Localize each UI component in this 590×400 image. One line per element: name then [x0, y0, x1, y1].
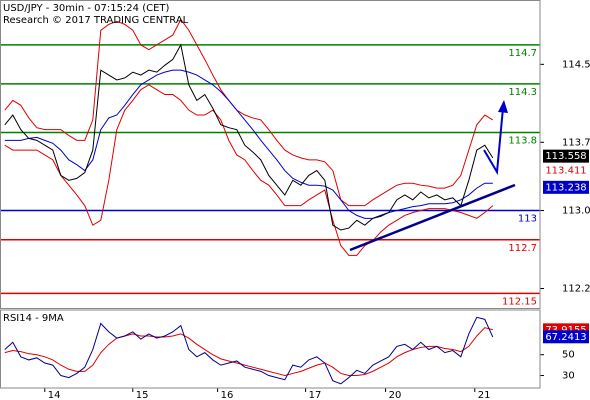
price-tag-box	[543, 149, 589, 163]
level-label: 112.15	[502, 296, 537, 307]
x-tick-label: 15	[136, 390, 149, 400]
y-tick-label: 113.0	[562, 206, 590, 217]
series-line	[4, 84, 494, 256]
trend-line	[349, 183, 516, 252]
series-line	[4, 18, 494, 207]
x-tick-label: 17	[309, 390, 322, 400]
arrow-head	[498, 100, 508, 113]
y-tick-label: 113.7	[562, 137, 590, 148]
y-tick-label: 114.5	[562, 59, 590, 70]
level-label: 114.7	[508, 48, 537, 59]
price-panel-frame	[0, 0, 541, 309]
series-line	[4, 316, 494, 385]
price-tag-box	[543, 180, 589, 194]
level-label: 112.7	[508, 243, 537, 254]
x-tick-label: 21	[478, 390, 491, 400]
x-tick-label: 14	[48, 390, 61, 400]
price-tag-box	[543, 330, 589, 344]
chart-title: USD/JPY - 30min - 07:15:24 (CET)	[3, 3, 170, 14]
series-line	[4, 327, 493, 377]
x-tick-label: 20	[389, 390, 402, 400]
price-tag-label: 113.558	[545, 151, 586, 162]
y-tick-label: 50	[562, 350, 575, 361]
price-tag-label: 113.238	[545, 182, 586, 193]
x-tick-label: 16	[221, 390, 234, 400]
price-tag-label: 113.411	[545, 165, 586, 176]
series-line	[4, 43, 494, 231]
y-tick-label: 112.2	[562, 284, 590, 295]
chart-subtitle: Research © 2017 TRADING CENTRAL	[3, 15, 189, 26]
level-label: 113	[518, 214, 537, 225]
rsi-panel-frame	[0, 309, 541, 389]
projection-arrow	[483, 107, 504, 176]
y-tick-label: 30	[562, 371, 575, 382]
level-label: 114.3	[508, 87, 537, 98]
rsi-title: RSI14 - 9MA	[3, 313, 64, 324]
level-label: 113.8	[508, 136, 537, 147]
price-tag-label: 67.2413	[545, 332, 586, 343]
